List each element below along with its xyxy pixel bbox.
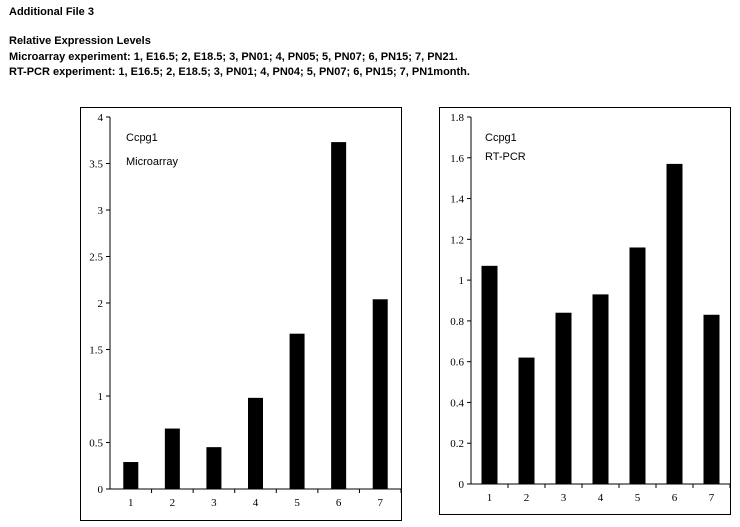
description-rtpcr: RT-PCR experiment: 1, E16.5; 2, E18.5; 3…: [9, 66, 470, 78]
microarray-bar: [372, 299, 388, 489]
rtpcr-bar: [703, 314, 720, 484]
microarray-y-tick-label: 0: [98, 484, 104, 496]
microarray-y-tick-label: 1.5: [89, 345, 103, 357]
microarray-gene-label: Ccpg1: [126, 132, 158, 144]
rtpcr-frame: [439, 107, 731, 515]
microarray-chart: 0 0.5 1 1.5 2 2.5 3 3.5 4 1 2 3 4 5 6 7 Ccpg1 Microarray: [80, 107, 402, 521]
microarray-y-tick-label: 3.5: [89, 159, 103, 171]
microarray-x-tick-label: 3: [211, 497, 217, 509]
microarray-x-tick-label: 1: [128, 497, 134, 509]
microarray-x-tick-label: 7: [377, 497, 383, 509]
microarray-y-tick-label: 3: [98, 205, 104, 217]
rtpcr-bar: [592, 294, 609, 484]
rtpcr-x-tick-label: 2: [524, 492, 530, 504]
rtpcr-x-tick-label: 7: [709, 492, 715, 504]
rtpcr-y-tick-label: 1.2: [450, 234, 464, 246]
rtpcr-bar: [666, 163, 683, 484]
microarray-bar: [331, 142, 347, 490]
rtpcr-y-tick-label: 0.8: [450, 316, 464, 328]
microarray-x-tick-label: 6: [336, 497, 342, 509]
microarray-y-tick-label: 1: [98, 391, 104, 403]
rtpcr-y-tick-label: 0.4: [450, 397, 464, 409]
rtpcr-y-tick-label: 1.4: [450, 194, 464, 206]
rtpcr-x-tick-label: 6: [672, 492, 678, 504]
microarray-y-tick-label: 2: [98, 298, 104, 310]
rtpcr-chart-panel: 0 0.2 0.4 0.6 0.8 1 1.2 1.4 1.6 1.8 1 2 3 4 5 6 7 Ccpg1 RT…: [439, 107, 731, 515]
microarray-chart-panel: 0 0.5 1 1.5 2 2.5 3 3.5 4 1 2 3 4 5 6 7 Ccpg1 Microarray: [80, 107, 402, 521]
rtpcr-x-tick-label: 3: [561, 492, 567, 504]
microarray-bar: [206, 447, 222, 489]
rtpcr-x-tick-label: 4: [598, 492, 604, 504]
rtpcr-y-tick-label: 0.2: [450, 438, 464, 450]
microarray-x-tick-label: 2: [170, 497, 176, 509]
rtpcr-y-tick-label: 1: [459, 275, 465, 287]
microarray-bar: [123, 462, 139, 489]
rtpcr-y-tick-label: 1.8: [450, 112, 464, 124]
rtpcr-x-tick-label: 5: [635, 492, 641, 504]
microarray-x-tick-label: 4: [253, 497, 259, 509]
description: Relative Expression Levels Microarray ex…: [9, 34, 470, 81]
rtpcr-method-label: RT-PCR: [485, 151, 526, 163]
microarray-frame: [80, 107, 402, 521]
microarray-bar: [248, 397, 263, 489]
rtpcr-y-tick-label: 0.6: [450, 357, 464, 369]
rtpcr-bar: [629, 247, 646, 484]
rtpcr-y-tick-label: 0: [459, 479, 465, 491]
description-microarray: Microarray experiment: 1, E16.5; 2, E18.…: [9, 50, 458, 63]
rtpcr-chart: 0 0.2 0.4 0.6 0.8 1 1.2 1.4 1.6 1.8 1 2 3 4 5 6 7 Ccpg1 RT…: [439, 107, 731, 515]
rtpcr-gene-label: Ccpg1: [485, 132, 517, 144]
microarray-bar: [289, 333, 305, 489]
microarray-x-tick-label: 5: [294, 497, 300, 509]
microarray-y-tick-label: 4: [98, 112, 104, 124]
rtpcr-bar: [481, 265, 498, 484]
microarray-bar: [164, 428, 180, 489]
description-subtitle: Relative Expression Levels: [9, 35, 151, 47]
rtpcr-y-tick-label: 1.6: [450, 153, 464, 165]
microarray-method-label: Microarray: [126, 156, 178, 168]
microarray-y-tick-label: 0.5: [89, 438, 103, 450]
rtpcr-x-tick-label: 1: [487, 492, 493, 504]
rtpcr-bar: [518, 357, 535, 484]
microarray-y-tick-label: 2.5: [89, 252, 103, 264]
file-title: Additional File 3: [9, 6, 94, 18]
rtpcr-bar: [555, 312, 572, 484]
